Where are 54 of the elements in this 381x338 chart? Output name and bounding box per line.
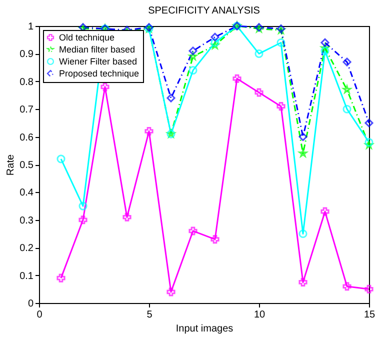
- point: [364, 284, 374, 294]
- legend-label: Old technique: [59, 32, 115, 42]
- y-tick-label: 0.4: [20, 188, 34, 199]
- y-axis-title: Rate: [6, 154, 17, 176]
- point: [122, 212, 132, 222]
- point: [364, 138, 374, 147]
- point: [210, 32, 220, 42]
- point: [56, 154, 66, 164]
- y-tick-label: 1: [28, 22, 34, 32]
- y-tick-label: 0.7: [20, 104, 34, 116]
- point: [276, 102, 286, 111]
- x-tick-label: 15: [364, 310, 376, 320]
- point: [188, 46, 198, 56]
- point: [254, 49, 264, 58]
- y-tick-label: 0: [28, 298, 34, 310]
- point: [342, 282, 352, 291]
- legend-label: Median filter based: [59, 44, 136, 54]
- point: [210, 38, 220, 47]
- legend-label: Proposed technique: [59, 68, 140, 78]
- y-tick-label: 0.6: [20, 132, 34, 144]
- x-tick-label: 0: [36, 310, 43, 320]
- point: [320, 46, 330, 56]
- point: [210, 235, 220, 244]
- point: [100, 82, 110, 92]
- point: [254, 88, 264, 97]
- y-tick-label: 0.3: [20, 215, 34, 226]
- point: [166, 288, 176, 296]
- point: [342, 104, 352, 114]
- point: [320, 207, 330, 216]
- point: [364, 118, 374, 128]
- point: [144, 126, 154, 136]
- y-tick-label: 0.1: [20, 270, 34, 282]
- point: [78, 202, 88, 210]
- point: [342, 58, 352, 66]
- point: [166, 94, 176, 102]
- point: [276, 38, 286, 47]
- point: [188, 66, 198, 75]
- x-tick-label: 5: [146, 310, 153, 320]
- point: [232, 74, 242, 83]
- y-tick-label: 0.8: [20, 76, 34, 88]
- point: [298, 132, 308, 142]
- legend-label: Wiener Filter based: [59, 56, 138, 66]
- y-tick-label: 0.2: [20, 243, 34, 254]
- chart-title: SPECIFICITY ANALYSIS: [148, 5, 260, 16]
- point: [298, 278, 308, 287]
- point: [188, 226, 198, 236]
- x-axis-title: Input images: [176, 324, 234, 334]
- y-tick-label: 0.5: [20, 160, 34, 171]
- y-tick-label: 0.9: [20, 49, 34, 60]
- point: [78, 216, 88, 224]
- point: [320, 38, 330, 47]
- point: [56, 274, 66, 282]
- point: [298, 229, 308, 238]
- x-tick-label: 10: [254, 310, 266, 320]
